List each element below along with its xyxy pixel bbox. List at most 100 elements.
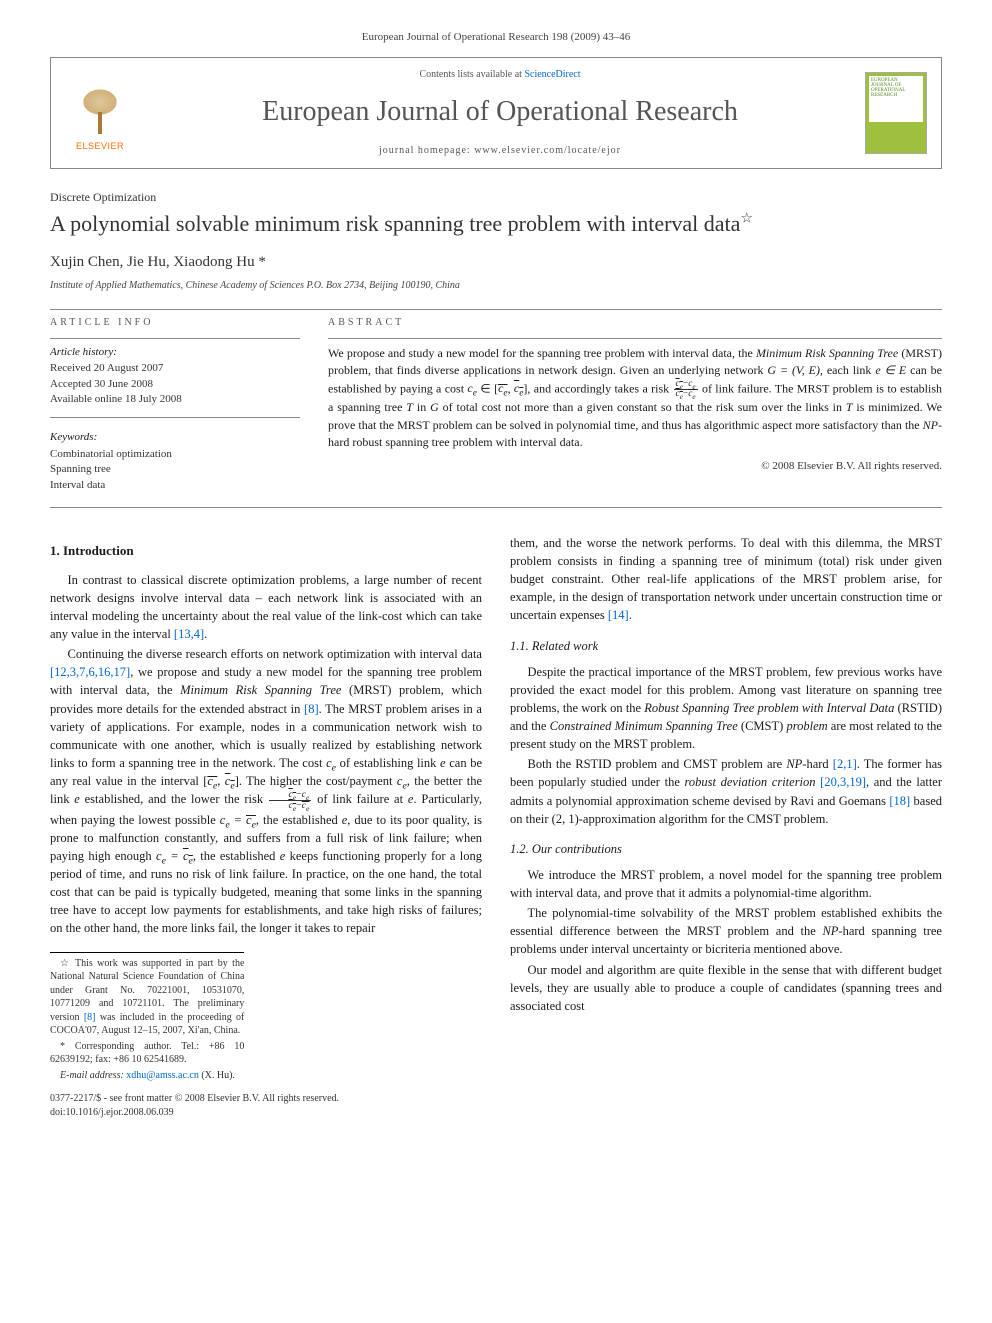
seg: them, and the worse the network performs… [510, 536, 942, 623]
ref-13-4[interactable]: [13,4] [174, 627, 204, 641]
bottom-bar: 0377-2217/$ - see front matter © 2008 El… [50, 1092, 942, 1120]
rstid-name: Robust Spanning Tree problem with Interv… [644, 701, 894, 715]
abstract-column: ABSTRACT We propose and study a new mode… [328, 316, 942, 493]
email-link[interactable]: xdhu@amss.ac.cn [126, 1070, 199, 1081]
rdc-it: robust deviation criterion [685, 775, 816, 789]
footnote-funding: ☆ This work was supported in part by the… [50, 957, 244, 1038]
seg: Continuing the diverse research efforts … [68, 647, 483, 661]
history-accepted: Accepted 30 June 2008 [50, 377, 300, 392]
rule-below-abstract [50, 507, 942, 508]
abs-eE: e ∈ E [875, 363, 906, 377]
journal-header: ELSEVIER Contents lists available at Sci… [50, 57, 942, 168]
seg: Both the RSTID problem and CMST problem … [528, 757, 787, 771]
authors: Xujin Chen, Jie Hu, Xiaodong Hu * [50, 252, 942, 273]
np-it-2: NP [822, 924, 838, 938]
article-title: A polynomial solvable minimum risk spann… [50, 211, 942, 237]
heading-contrib: 1.2. Our contributions [510, 840, 942, 858]
header-center: Contents lists available at ScienceDirec… [135, 68, 865, 157]
ref-12-etc[interactable]: [12,3,7,6,16,17] [50, 665, 130, 679]
title-footnote-marker: ☆ [740, 212, 753, 227]
related-para-2: Both the RSTID problem and CMST problem … [510, 755, 942, 828]
ce-sym: ce [326, 756, 336, 770]
history-received: Received 20 August 2007 [50, 361, 300, 376]
email-label: E-mail address: [60, 1070, 124, 1081]
intro-para-2: Continuing the diverse research efforts … [50, 645, 482, 937]
journal-cover-thumb: EUROPEAN JOURNAL OF OPERATIONAL RESEARCH [865, 72, 927, 154]
abs-risk-frac: ce−cece−ce [674, 380, 698, 400]
abs-seg: of total cost not more than a given cons… [439, 400, 846, 414]
elsevier-tree-icon [75, 87, 125, 137]
ce-sym2: ce [397, 774, 407, 788]
abs-seg: , and accordingly takes a risk [527, 381, 672, 395]
abs-seg: , each link [820, 363, 875, 377]
ce-eq-low: ce = ce [220, 813, 256, 827]
keyword-2: Spanning tree [50, 462, 300, 477]
related-para-1: Despite the practical importance of the … [510, 663, 942, 754]
seg: , the established [256, 813, 342, 827]
elsevier-label: ELSEVIER [76, 140, 124, 153]
sciencedirect-link[interactable]: ScienceDirect [524, 69, 580, 80]
abstract-text: We propose and study a new model for the… [328, 345, 942, 452]
journal-reference: European Journal of Operational Research… [50, 30, 942, 45]
article-info-column: ARTICLE INFO Article history: Received 2… [50, 316, 300, 493]
affiliation: Institute of Applied Mathematics, Chines… [50, 279, 942, 293]
keyword-1: Combinatorial optimization [50, 447, 300, 462]
abs-ce-low: ce [498, 381, 507, 395]
cover-title: EUROPEAN JOURNAL OF OPERATIONAL RESEARCH [869, 76, 923, 122]
ce-low: ce [207, 774, 217, 788]
keywords-label: Keywords: [50, 430, 300, 445]
np-it: NP [786, 757, 802, 771]
seg: established, and the lower the risk [80, 792, 268, 806]
ce-high: ce [225, 774, 235, 788]
ce-eq-high: ce = ce [156, 849, 193, 863]
abs-NP: NP [923, 418, 938, 432]
ref-8[interactable]: [8] [304, 702, 319, 716]
front-matter-line: 0377-2217/$ - see front matter © 2008 El… [50, 1092, 339, 1120]
seg: . [629, 608, 632, 622]
seg: ]. The higher the cost/payment [235, 774, 397, 788]
rule-top [50, 309, 942, 310]
intro-para-2-cont: them, and the worse the network performs… [510, 534, 942, 625]
abstract-copyright: © 2008 Elsevier B.V. All rights reserved… [328, 459, 942, 474]
contents-lists-line: Contents lists available at ScienceDirec… [135, 68, 865, 82]
abs-T: T [406, 400, 413, 414]
abs-rule [328, 338, 942, 339]
copyright-line: 0377-2217/$ - see front matter © 2008 El… [50, 1092, 339, 1106]
history-online: Available online 18 July 2008 [50, 392, 300, 407]
cmst-name: Constrained Minimum Spanning Tree [550, 719, 738, 733]
seg: -hard [802, 757, 832, 771]
heading-intro: 1. Introduction [50, 542, 482, 561]
contrib-para-3: Our model and algorithm are quite flexib… [510, 961, 942, 1015]
seg: (X. Hu). [199, 1070, 235, 1081]
abs-seg: ∈ [ [477, 381, 498, 395]
intro-para-1: In contrast to classical discrete optimi… [50, 571, 482, 644]
abs-G2: G [430, 400, 439, 414]
seg: . [204, 627, 207, 641]
footnotes: ☆ This work was supported in part by the… [50, 952, 244, 1083]
ref-14[interactable]: [14] [608, 608, 629, 622]
mrst-name: Minimum Risk Spanning Tree [180, 683, 341, 697]
elsevier-logo: ELSEVIER [65, 73, 135, 153]
seg: of establishing link [336, 756, 440, 770]
ref-2-1[interactable]: [2,1] [833, 757, 857, 771]
info-abstract-row: ARTICLE INFO Article history: Received 2… [50, 316, 942, 493]
journal-homepage: journal homepage: www.elsevier.com/locat… [135, 144, 865, 158]
ref-8-fn[interactable]: [8] [84, 1012, 96, 1023]
ref-18[interactable]: [18] [889, 794, 910, 808]
seg: (CMST) [738, 719, 787, 733]
body-text: 1. Introduction In contrast to classical… [50, 534, 942, 1082]
contents-prefix: Contents lists available at [419, 69, 524, 80]
ref-20-3-19[interactable]: [20,3,19] [820, 775, 866, 789]
abs-ce-high: ce [514, 381, 523, 395]
seg: , the established [193, 849, 280, 863]
abs-seg: We propose and study a new model for the… [328, 346, 756, 360]
cover-art [869, 122, 923, 150]
abs-seg: in [413, 400, 430, 414]
abs-seg: , [508, 381, 514, 395]
heading-related: 1.1. Related work [510, 637, 942, 655]
history-label: Article history: [50, 345, 300, 360]
seg: of link failure at [312, 792, 408, 806]
seg: In contrast to classical discrete optimi… [50, 573, 482, 641]
keyword-3: Interval data [50, 478, 300, 493]
abs-G: G = (V, E) [767, 363, 820, 377]
